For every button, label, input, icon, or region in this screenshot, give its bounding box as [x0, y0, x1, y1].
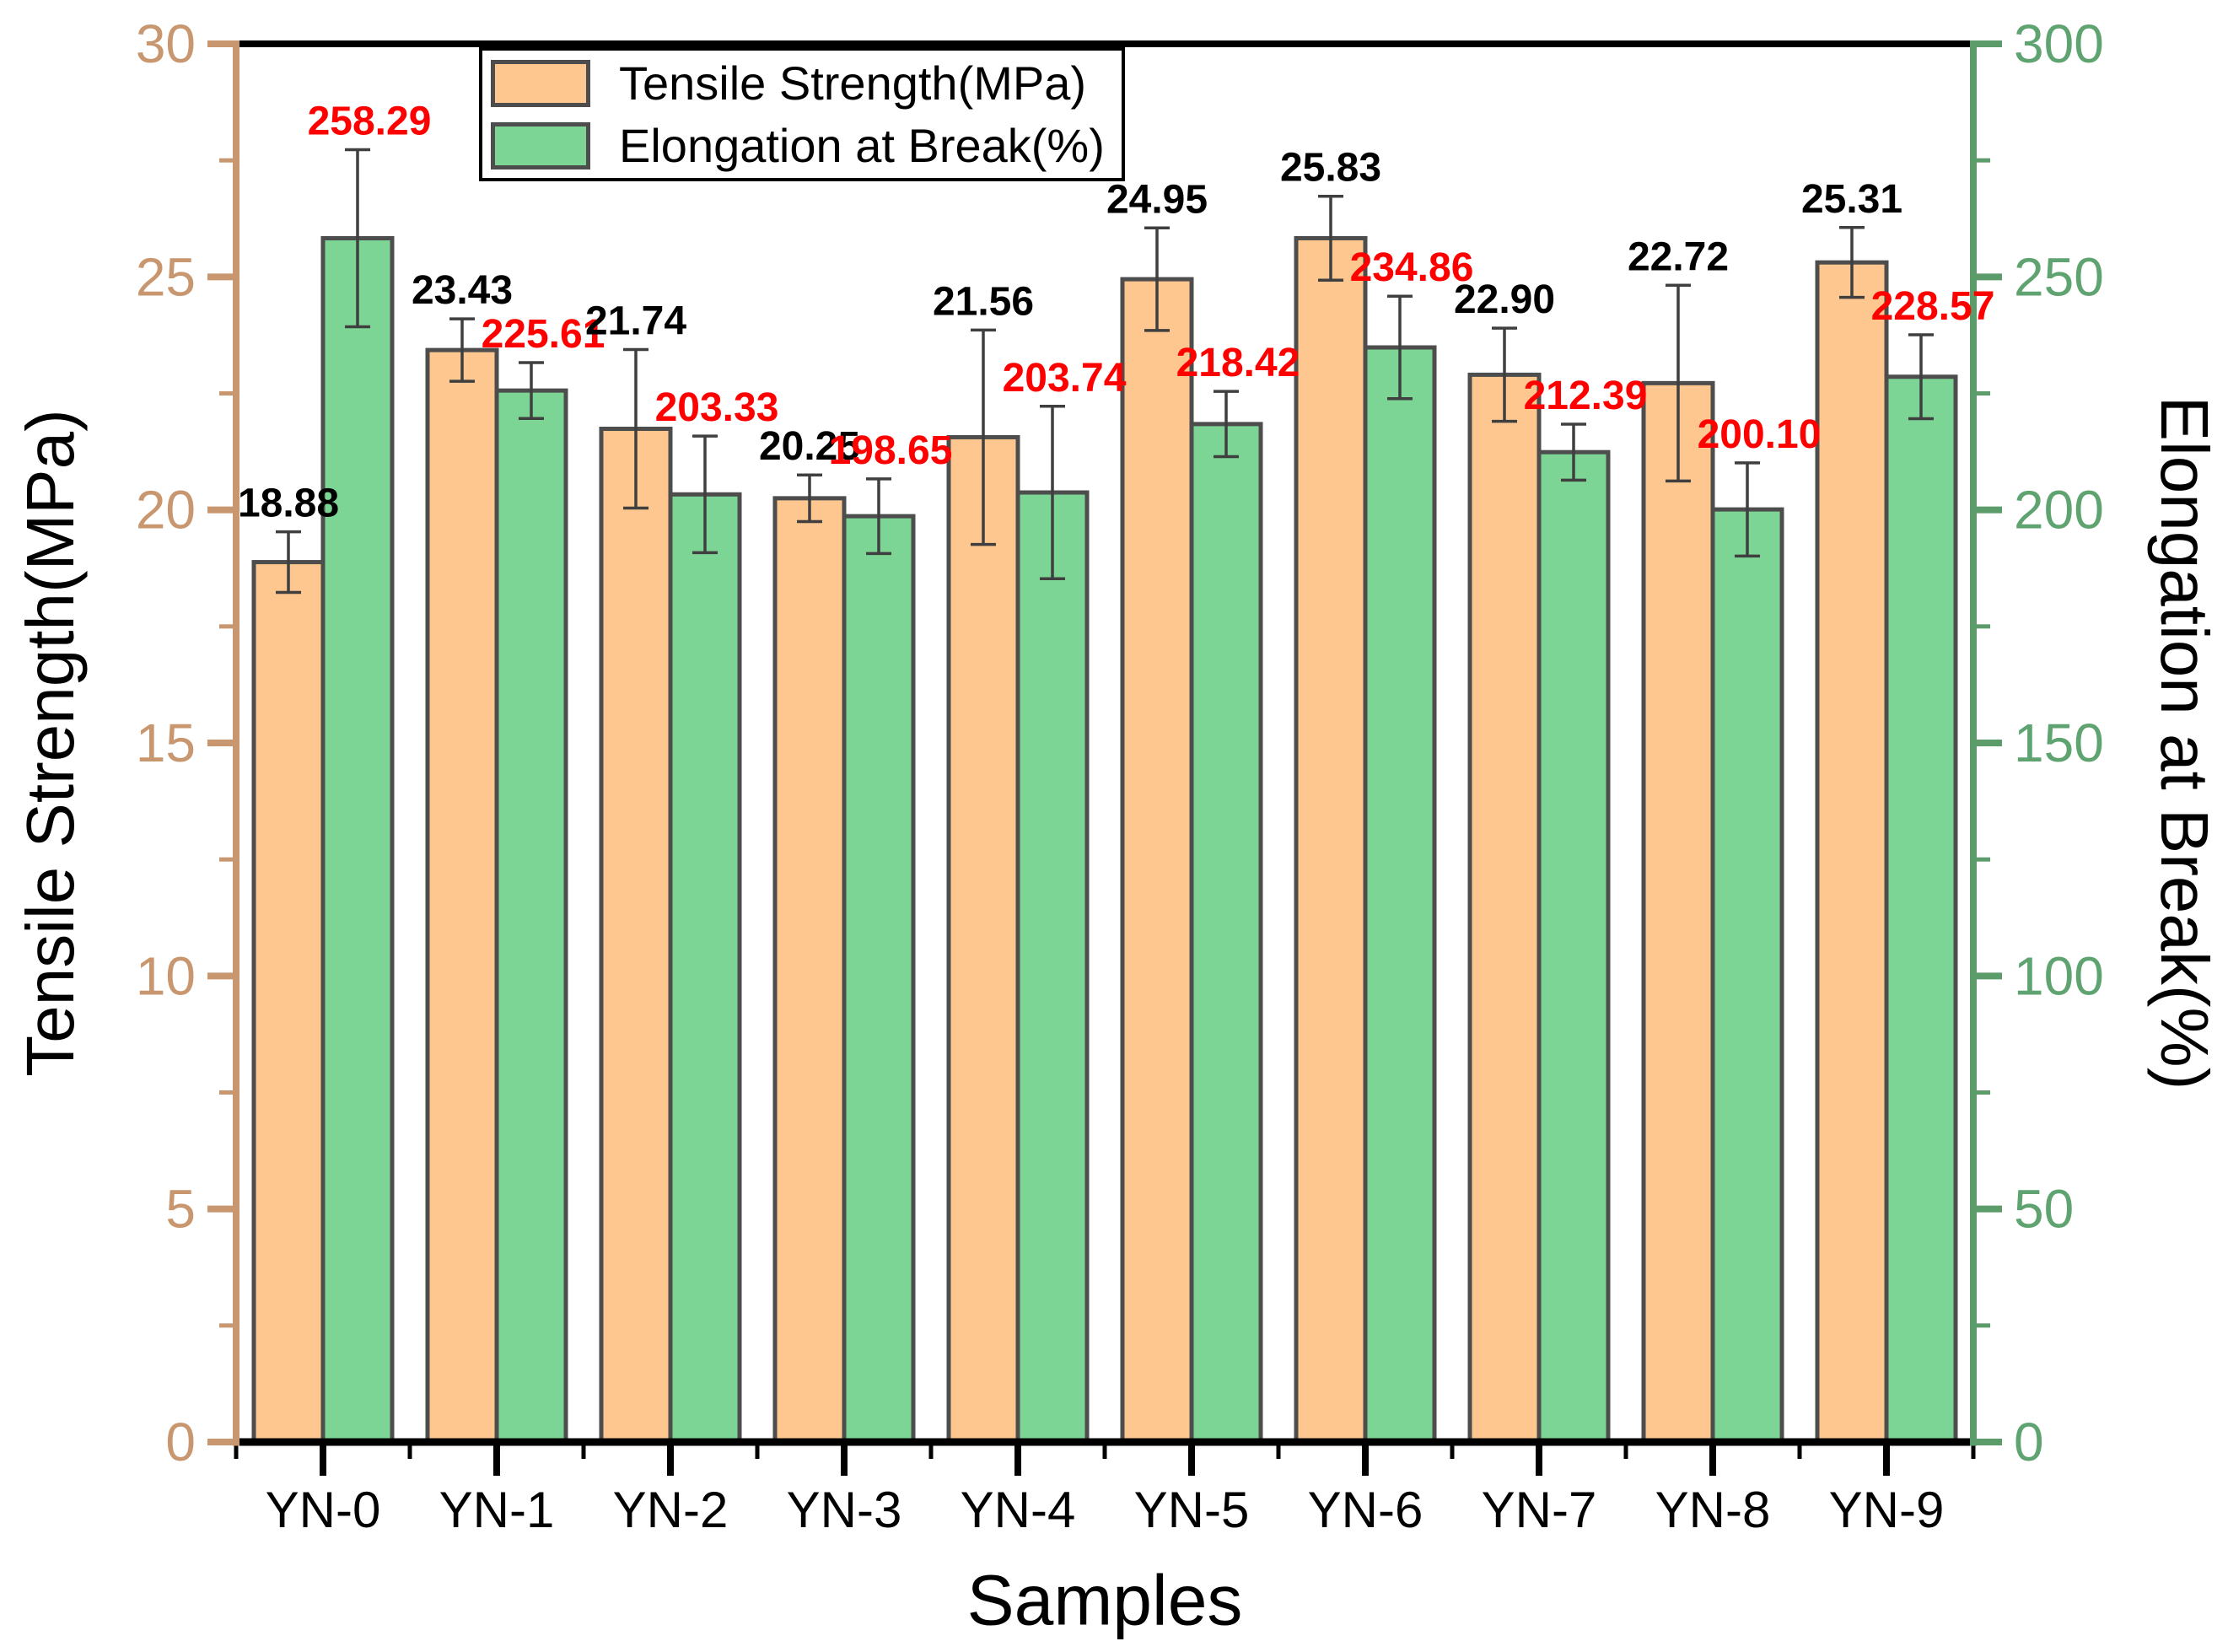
bar-elongation-YN-4 — [1015, 490, 1090, 1445]
bar-tensile-YN-1 — [425, 347, 499, 1445]
value-label-tensile-YN-0: 18.88 — [238, 482, 339, 526]
value-label-tensile-YN-6: 25.83 — [1280, 146, 1381, 191]
bar-elongation-YN-3 — [842, 514, 916, 1445]
left-axis-title: Tensile Strength(MPa) — [13, 409, 88, 1077]
value-label-tensile-YN-2: 21.74 — [585, 299, 686, 344]
x-tick-label-YN-7: YN-7 — [1482, 1482, 1597, 1538]
legend-label-tensile: Tensile Strength(MPa) — [619, 57, 1087, 110]
value-label-tensile-YN-7: 22.90 — [1454, 277, 1555, 322]
bar-tensile-YN-0 — [251, 560, 326, 1445]
value-label-tensile-YN-9: 25.31 — [1801, 177, 1902, 222]
value-label-elongation-YN-0: 258.29 — [308, 100, 432, 144]
x-tick-label-YN-9: YN-9 — [1829, 1482, 1945, 1538]
right-axis-title: Elongation at Break(%) — [2147, 396, 2222, 1090]
x-tick-label-YN-1: YN-1 — [439, 1482, 555, 1538]
x-tick-label-YN-4: YN-4 — [961, 1482, 1076, 1538]
left-tick-label-25: 25 — [136, 246, 196, 307]
right-tick-label-100: 100 — [2014, 945, 2104, 1006]
bar-elongation-YN-5 — [1189, 422, 1263, 1445]
legend: Tensile Strength(MPa) Elongation at Brea… — [479, 47, 1125, 181]
right-tick-label-0: 0 — [2014, 1412, 2044, 1472]
bar-elongation-YN-9 — [1884, 374, 1958, 1445]
x-axis-title: Samples — [966, 1560, 1243, 1640]
value-label-elongation-YN-2: 203.33 — [655, 385, 779, 430]
bar-elongation-YN-0 — [320, 236, 395, 1445]
bar-elongation-YN-8 — [1710, 507, 1784, 1445]
bar-tensile-YN-2 — [599, 427, 673, 1445]
legend-item-tensile: Tensile Strength(MPa) — [491, 56, 1113, 110]
x-tick-label-YN-8: YN-8 — [1655, 1482, 1771, 1538]
value-label-elongation-YN-4: 203.74 — [1003, 356, 1127, 401]
legend-label-elongation: Elongation at Break(%) — [619, 119, 1105, 172]
bar-elongation-YN-1 — [494, 388, 568, 1445]
value-label-elongation-YN-5: 218.42 — [1176, 341, 1300, 385]
value-label-tensile-YN-4: 21.56 — [933, 279, 1034, 324]
value-label-elongation-YN-8: 200.10 — [1698, 412, 1822, 457]
left-tick-label-30: 30 — [136, 13, 196, 74]
right-tick-label-150: 150 — [2014, 713, 2104, 773]
left-tick-label-5: 5 — [165, 1179, 196, 1240]
bar-tensile-YN-4 — [946, 434, 1020, 1445]
x-tick-label-YN-5: YN-5 — [1134, 1482, 1250, 1538]
x-tick-label-YN-6: YN-6 — [1308, 1482, 1423, 1538]
legend-swatch-elongation-icon — [491, 121, 590, 170]
bar-tensile-YN-8 — [1641, 380, 1715, 1445]
right-tick-label-250: 250 — [2014, 246, 2104, 307]
value-label-tensile-YN-1: 23.43 — [412, 268, 513, 313]
right-tick-label-200: 200 — [2014, 480, 2104, 541]
right-tick-label-50: 50 — [2014, 1179, 2074, 1240]
value-label-elongation-YN-7: 212.39 — [1524, 374, 1648, 418]
bar-tensile-YN-9 — [1815, 260, 1889, 1445]
value-label-tensile-YN-3: 20.25 — [759, 424, 860, 469]
x-tick-label-YN-3: YN-3 — [787, 1482, 902, 1538]
bar-elongation-YN-6 — [1363, 345, 1437, 1445]
bar-elongation-YN-7 — [1536, 449, 1611, 1445]
left-tick-label-0: 0 — [165, 1412, 196, 1472]
value-label-tensile-YN-5: 24.95 — [1106, 177, 1208, 222]
value-label-elongation-YN-1: 225.61 — [482, 312, 605, 357]
x-tick-label-YN-0: YN-0 — [266, 1482, 381, 1538]
bar-tensile-YN-7 — [1467, 372, 1542, 1445]
bar-tensile-YN-3 — [772, 496, 847, 1445]
right-tick-label-300: 300 — [2014, 13, 2104, 74]
bar-elongation-YN-2 — [668, 492, 742, 1445]
bar-tensile-YN-6 — [1294, 235, 1368, 1445]
left-tick-label-20: 20 — [136, 480, 196, 541]
legend-swatch-tensile-icon — [491, 59, 590, 107]
legend-item-elongation: Elongation at Break(%) — [491, 118, 1113, 173]
value-label-elongation-YN-3: 198.65 — [829, 428, 953, 473]
value-label-elongation-YN-9: 228.57 — [1871, 284, 1995, 329]
left-tick-label-10: 10 — [136, 945, 196, 1006]
bar-tensile-YN-5 — [1120, 277, 1194, 1445]
x-tick-label-YN-2: YN-2 — [613, 1482, 729, 1538]
value-label-elongation-YN-6: 234.86 — [1350, 245, 1474, 290]
left-tick-label-15: 15 — [136, 713, 196, 773]
value-label-tensile-YN-8: 22.72 — [1628, 234, 1729, 279]
